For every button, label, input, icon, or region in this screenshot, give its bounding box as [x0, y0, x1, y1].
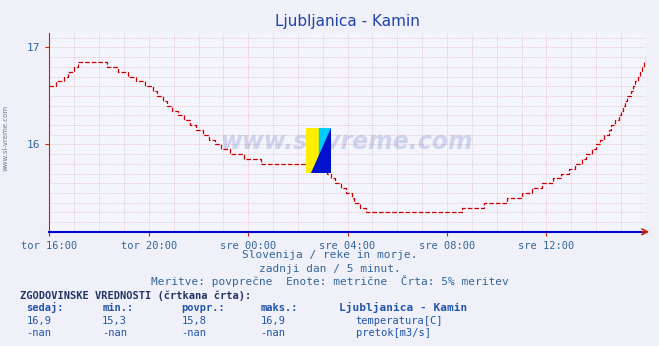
Text: min.:: min.: [102, 303, 133, 313]
Text: sedaj:: sedaj: [26, 302, 64, 313]
Text: 15,3: 15,3 [102, 316, 127, 326]
Bar [306, 128, 319, 173]
Text: -nan: -nan [260, 328, 285, 338]
Title: Ljubljanica - Kamin: Ljubljanica - Kamin [275, 14, 420, 29]
Text: zadnji dan / 5 minut.: zadnji dan / 5 minut. [258, 264, 401, 274]
Text: www.si-vreme.com: www.si-vreme.com [2, 105, 9, 172]
Text: 16,9: 16,9 [260, 316, 285, 326]
Text: 15,8: 15,8 [181, 316, 206, 326]
Text: www.si-vreme.com: www.si-vreme.com [221, 130, 474, 154]
Text: ZGODOVINSKE VREDNOSTI (črtkana črta):: ZGODOVINSKE VREDNOSTI (črtkana črta): [20, 291, 251, 301]
Text: Meritve: povprečne  Enote: metrične  Črta: 5% meritev: Meritve: povprečne Enote: metrične Črta:… [151, 275, 508, 288]
Text: povpr.:: povpr.: [181, 303, 225, 313]
Text: -nan: -nan [181, 328, 206, 338]
Text: -nan: -nan [26, 328, 51, 338]
Text: Slovenija / reke in morje.: Slovenija / reke in morje. [242, 250, 417, 260]
Text: maks.:: maks.: [260, 303, 298, 313]
Text: -nan: -nan [102, 328, 127, 338]
Polygon shape [312, 128, 331, 173]
Text: pretok[m3/s]: pretok[m3/s] [356, 328, 431, 338]
Bar [319, 128, 331, 173]
Text: Ljubljanica - Kamin: Ljubljanica - Kamin [339, 302, 468, 313]
Text: 16,9: 16,9 [26, 316, 51, 326]
Text: temperatura[C]: temperatura[C] [356, 316, 444, 326]
